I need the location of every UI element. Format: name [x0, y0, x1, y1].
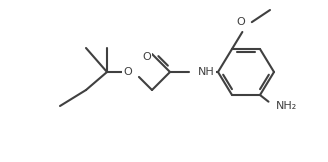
Text: O: O: [236, 17, 245, 27]
Text: NH₂: NH₂: [276, 101, 297, 111]
Text: O: O: [123, 67, 132, 77]
Text: NH: NH: [198, 67, 215, 77]
Text: O: O: [142, 52, 151, 62]
